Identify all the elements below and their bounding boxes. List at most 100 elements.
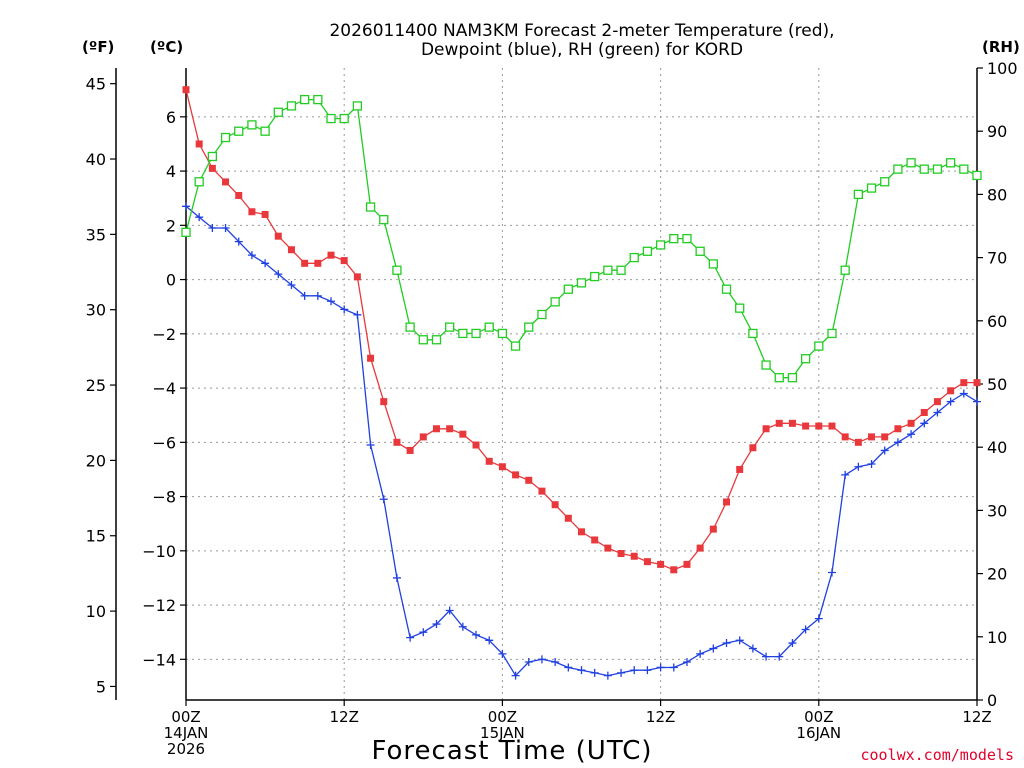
rh-point — [721, 284, 732, 294]
rh-point — [299, 94, 310, 105]
temperature-point — [947, 387, 955, 395]
dewpoint-point — [221, 224, 230, 233]
rh-point — [576, 278, 587, 288]
rh-point — [220, 132, 231, 143]
dewpoint-point — [801, 625, 810, 634]
dewpoint-point — [577, 666, 586, 675]
rh-point — [524, 322, 534, 332]
temperature-point — [287, 246, 295, 254]
rh-point — [234, 126, 244, 136]
temperature-point — [274, 232, 282, 240]
rh-tick-label: 30 — [987, 501, 1007, 520]
rh-unit-label: (RH) — [982, 38, 1020, 56]
rh-point — [800, 354, 811, 364]
temperature-point — [775, 419, 783, 427]
rh-point — [550, 297, 560, 307]
fahrenheit-tick-label: 25 — [86, 376, 106, 395]
temperature-point — [222, 178, 230, 186]
chart-title-line2: Dewpoint (blue), RH (green) for KORD — [421, 40, 743, 60]
rh-point — [352, 101, 363, 111]
rh-point — [761, 360, 771, 370]
dewpoint-point — [182, 202, 190, 211]
series-layer — [181, 86, 982, 680]
dewpoint-point — [841, 470, 850, 479]
rh-point — [194, 177, 204, 187]
series-dewpoint — [182, 202, 981, 680]
rh-point — [484, 322, 494, 332]
temperature-point — [301, 259, 309, 267]
dewpoint-point — [379, 495, 388, 504]
temperature-point — [512, 471, 520, 479]
rh-point — [616, 265, 626, 275]
temperature-point — [709, 525, 717, 533]
rh-point — [563, 284, 573, 294]
fahrenheit-tick-label: 30 — [86, 301, 106, 320]
rh-point — [814, 341, 824, 351]
temperature-point — [907, 419, 915, 427]
rh-point — [866, 183, 877, 193]
rh-point — [840, 265, 850, 275]
dewpoint-point — [656, 663, 665, 672]
axes: 6420−2−4−6−8−10−12−144540353025201510510… — [86, 59, 1018, 758]
temperature-point — [459, 430, 467, 438]
rh-point — [326, 113, 336, 124]
celsius-tick-label: 0 — [166, 271, 176, 290]
dewpoint-point — [327, 297, 336, 306]
rh-point — [669, 233, 679, 244]
temperature-point — [828, 422, 836, 430]
dewpoint-point — [814, 614, 823, 623]
rh-point — [959, 164, 969, 174]
temperature-point — [538, 487, 546, 495]
series-line-temperature — [185, 89, 977, 571]
temperature-point — [472, 441, 480, 449]
temperature-point — [841, 433, 849, 441]
temperature-point — [670, 566, 678, 574]
dewpoint-point — [973, 397, 981, 406]
celsius-tick-label: 6 — [166, 108, 176, 127]
rh-tick-label: 10 — [987, 628, 1007, 647]
rh-point — [893, 164, 903, 174]
dewpoint-point — [445, 606, 454, 615]
dewpoint-point — [893, 438, 902, 447]
rh-point — [708, 259, 718, 269]
rh-tick-label: 100 — [987, 59, 1018, 78]
dewpoint-point — [340, 305, 349, 314]
series-rh — [181, 94, 982, 383]
temperature-point — [960, 379, 968, 387]
temperature-point — [235, 191, 243, 199]
dewpoint-point — [511, 671, 520, 680]
series-temperature — [182, 86, 981, 574]
dewpoint-point — [788, 639, 797, 648]
x-tick-label: 12Z — [962, 708, 991, 726]
rh-point — [919, 164, 929, 174]
temperature-point — [723, 498, 731, 506]
dewpoint-point — [261, 259, 270, 268]
rh-point — [431, 335, 442, 345]
temperature-point — [380, 398, 388, 406]
dewpoint-point — [722, 639, 731, 648]
dewpoint-point — [472, 630, 481, 639]
dewpoint-point — [920, 419, 929, 428]
rh-point — [853, 189, 863, 200]
dewpoint-point — [195, 213, 204, 222]
temperature-point — [578, 528, 585, 536]
series-line-rh — [185, 98, 978, 379]
celsius-tick-label: −10 — [142, 542, 176, 561]
dewpoint-point — [959, 389, 968, 398]
x-tick-label: 00Z — [171, 708, 200, 726]
rh-tick-label: 80 — [987, 185, 1007, 204]
temperature-point — [683, 560, 691, 568]
temperature-point — [696, 544, 704, 552]
dewpoint-point — [709, 644, 718, 653]
dewpoint-point — [274, 270, 283, 279]
chart-title-line1: 2026011400 NAM3KM Forecast 2-meter Tempe… — [329, 21, 834, 41]
temperature-point — [868, 433, 876, 441]
rh-point — [181, 227, 191, 237]
fahrenheit-tick-label: 45 — [86, 75, 106, 94]
dewpoint-point — [234, 237, 243, 246]
temperature-point — [591, 536, 599, 544]
rh-point — [629, 252, 639, 263]
celsius-tick-label: −12 — [142, 596, 176, 615]
dewpoint-point — [208, 224, 217, 233]
temperature-point — [788, 419, 796, 427]
